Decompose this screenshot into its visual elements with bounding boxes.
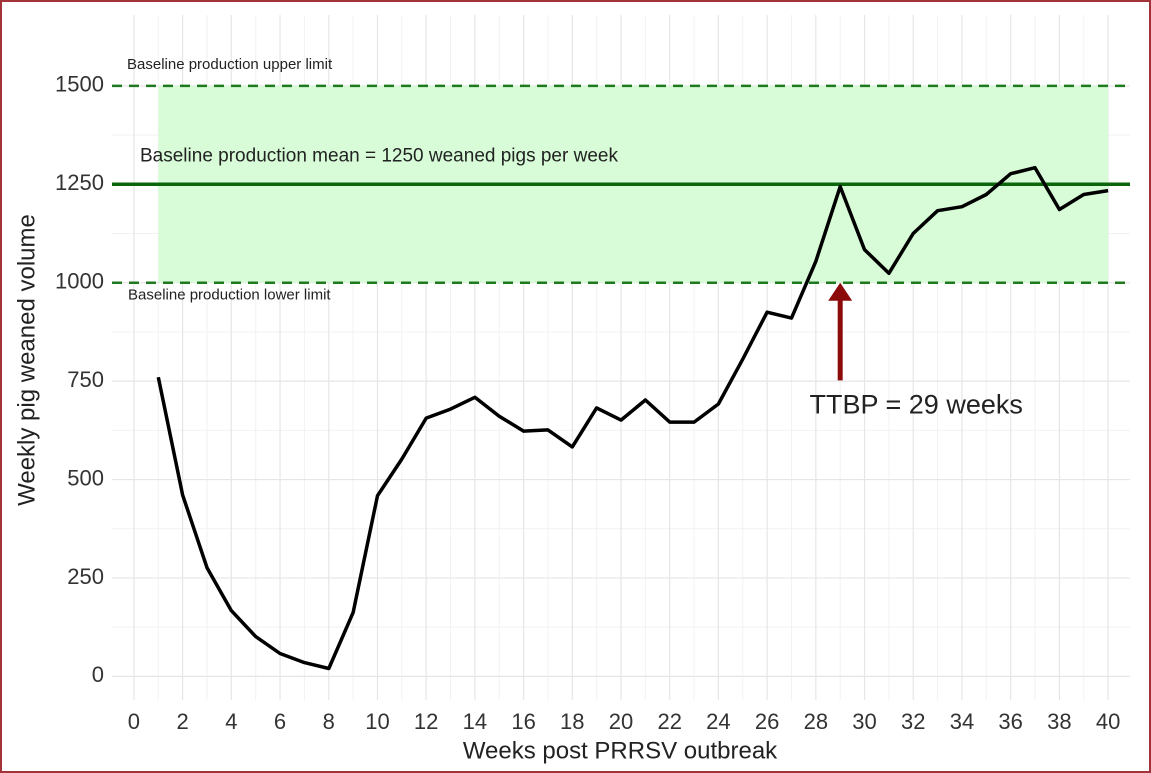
y-tick-label: 1000 bbox=[55, 269, 104, 294]
plot: Baseline production upper limit Baseline … bbox=[112, 56, 1130, 671]
x-tick-label: 40 bbox=[1096, 709, 1120, 734]
x-tick-label: 30 bbox=[852, 709, 876, 734]
x-tick-label: 38 bbox=[1047, 709, 1071, 734]
x-tick-label: 6 bbox=[274, 709, 286, 734]
x-tick-label: 2 bbox=[177, 709, 189, 734]
x-tick-label: 24 bbox=[706, 709, 730, 734]
x-tick-label: 34 bbox=[950, 709, 974, 734]
y-tick-label: 250 bbox=[67, 564, 104, 589]
y-tick-label: 1250 bbox=[55, 170, 104, 195]
x-tick-label: 10 bbox=[365, 709, 389, 734]
x-tick-label: 18 bbox=[560, 709, 584, 734]
reference-label: Baseline production upper limit bbox=[127, 56, 333, 73]
reference-label: Baseline production lower limit bbox=[128, 287, 331, 304]
y-axis-label: Weekly pig weaned volume bbox=[13, 214, 40, 506]
x-tick-label: 0 bbox=[128, 709, 140, 734]
y-tick-label: 500 bbox=[67, 465, 104, 490]
arrow-head bbox=[828, 282, 853, 301]
x-tick-label: 20 bbox=[609, 709, 633, 734]
y-tick-label: 1500 bbox=[55, 72, 104, 97]
reference-label: Baseline production mean = 1250 weaned p… bbox=[140, 145, 618, 166]
x-tick-label: 14 bbox=[463, 709, 487, 734]
x-tick-label: 22 bbox=[657, 709, 681, 734]
x-tick-label: 36 bbox=[998, 709, 1022, 734]
arrow-label: TTBP = 29 weeks bbox=[810, 389, 1023, 419]
x-tick-label: 16 bbox=[511, 709, 535, 734]
data-line bbox=[156, 165, 1109, 671]
x-tick-label: 32 bbox=[901, 709, 925, 734]
x-tick-label: 28 bbox=[804, 709, 828, 734]
x-axis-label: Weeks post PRRSV outbreak bbox=[463, 737, 778, 764]
y-tick-label: 750 bbox=[67, 367, 104, 392]
x-tick-label: 8 bbox=[323, 709, 335, 734]
y-tick-label: 0 bbox=[92, 662, 104, 687]
x-tick-label: 12 bbox=[414, 709, 438, 734]
x-tick-label: 26 bbox=[755, 709, 779, 734]
x-tick-label: 4 bbox=[225, 709, 237, 734]
